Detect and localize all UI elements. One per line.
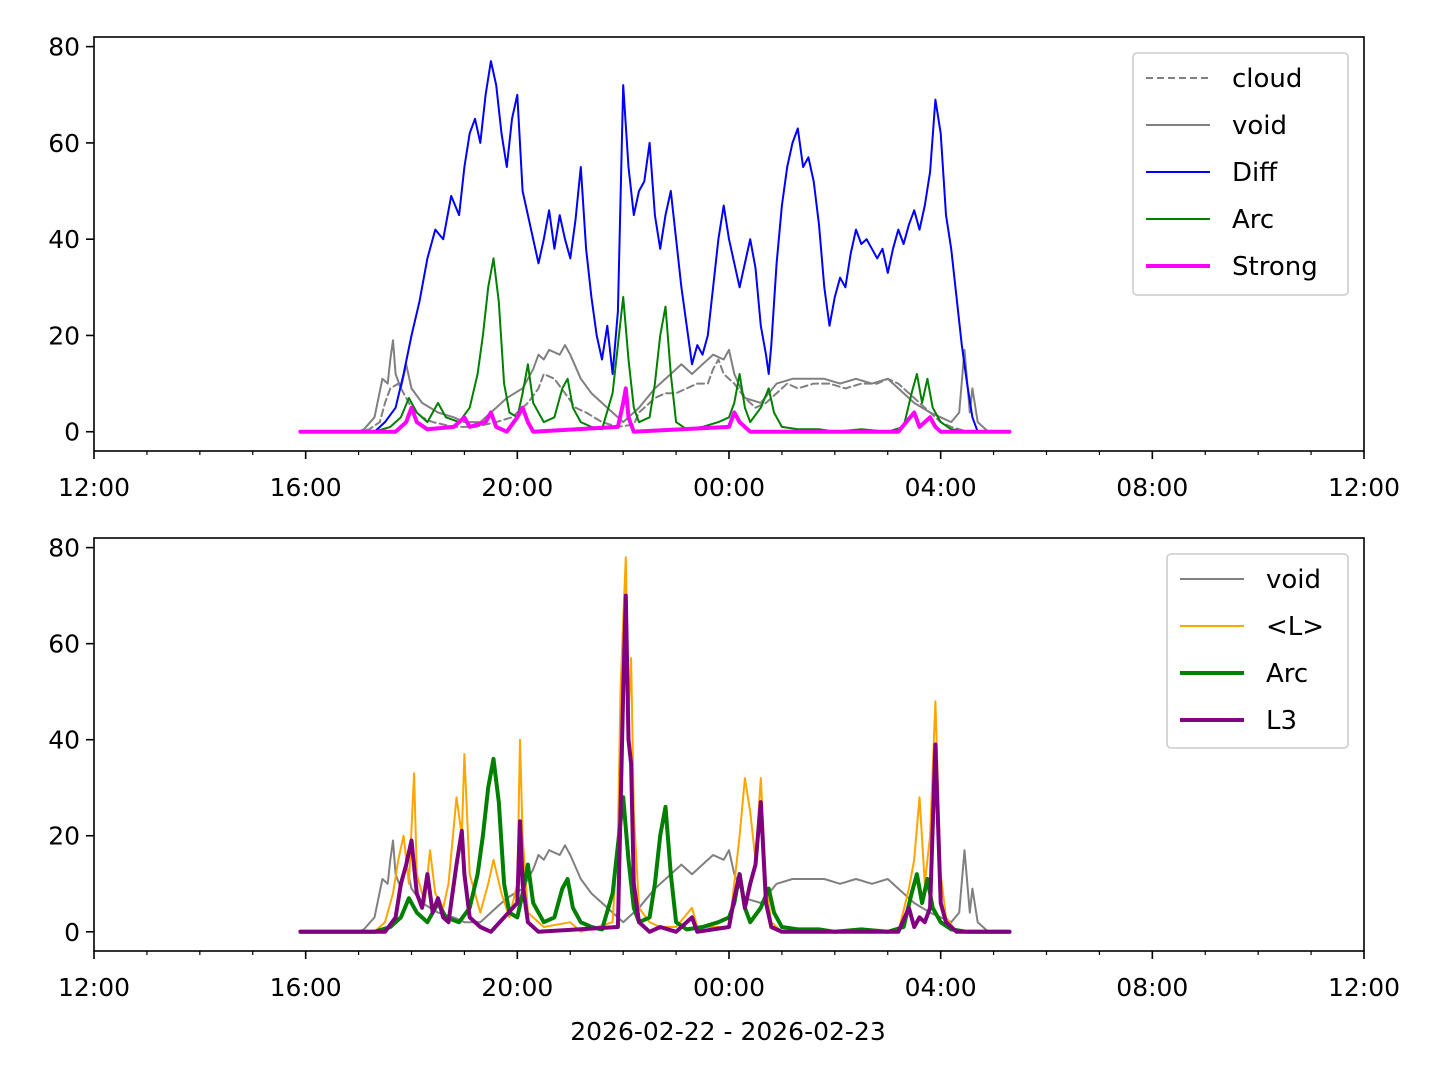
x-tick-label: 00:00 xyxy=(693,473,765,502)
series-line-strong xyxy=(298,386,1012,434)
legend-label: cloud xyxy=(1232,64,1302,94)
series-line-void xyxy=(299,339,1011,433)
y-tick-label: 60 xyxy=(48,630,80,659)
bottom-chart-panel: 0 20 40 60 80 12:00 16:00 20:00 00:00 04:00 08:00 1… xyxy=(48,534,1400,1002)
x-tick-label: 16:00 xyxy=(270,973,342,1002)
x-tick-label: 12:00 xyxy=(58,973,130,1002)
x-tick-label: 16:00 xyxy=(270,473,342,502)
legend-label: Arc xyxy=(1266,659,1308,689)
x-tick-label: 20:00 xyxy=(481,973,553,1002)
legend: cloud void Diff Arc Strong xyxy=(1132,52,1349,296)
x-tick-label: 20:00 xyxy=(481,473,553,502)
plot-area xyxy=(298,60,1012,434)
legend-label: Strong xyxy=(1232,252,1318,282)
series-line-diff xyxy=(299,60,1011,433)
y-tick-label: 40 xyxy=(48,726,80,755)
y-tick-label: 60 xyxy=(48,129,80,158)
series-line-l3 xyxy=(298,593,1012,934)
x-tick-label: 04:00 xyxy=(905,973,977,1002)
x-tick-label: 04:00 xyxy=(905,473,977,502)
x-tick-label: 12:00 xyxy=(58,473,130,502)
y-tick-label: 80 xyxy=(48,33,80,62)
x-tick-label: 12:00 xyxy=(1328,473,1400,502)
y-tick-label: 80 xyxy=(48,534,80,563)
plot-area xyxy=(298,556,1012,934)
y-tick-label: 40 xyxy=(48,225,80,254)
x-tick-label: 08:00 xyxy=(1116,973,1188,1002)
legend-label: Diff xyxy=(1232,158,1278,188)
x-tick-label: 12:00 xyxy=(1328,973,1400,1002)
x-axis-label: 2026-02-22 - 2026-02-23 xyxy=(570,1017,886,1046)
legend-box xyxy=(1132,52,1349,296)
legend: void <L> Arc L3 xyxy=(1166,553,1349,749)
legend-label: <L> xyxy=(1266,612,1324,642)
y-tick-label: 0 xyxy=(64,418,80,447)
legend-label: Arc xyxy=(1232,205,1274,235)
x-tick-label: 00:00 xyxy=(693,973,765,1002)
top-chart-panel: 0 20 40 60 80 12:00 16:00 20:00 00:00 04:00 08:00 1… xyxy=(48,33,1400,502)
y-tick-label: 20 xyxy=(48,822,80,851)
y-tick-label: 0 xyxy=(64,918,80,947)
legend-box xyxy=(1166,553,1349,749)
x-tick-label: 08:00 xyxy=(1116,473,1188,502)
legend-label: L3 xyxy=(1266,706,1297,736)
legend-label: void xyxy=(1232,111,1287,141)
legend-label: void xyxy=(1266,565,1321,595)
y-tick-label: 20 xyxy=(48,321,80,350)
